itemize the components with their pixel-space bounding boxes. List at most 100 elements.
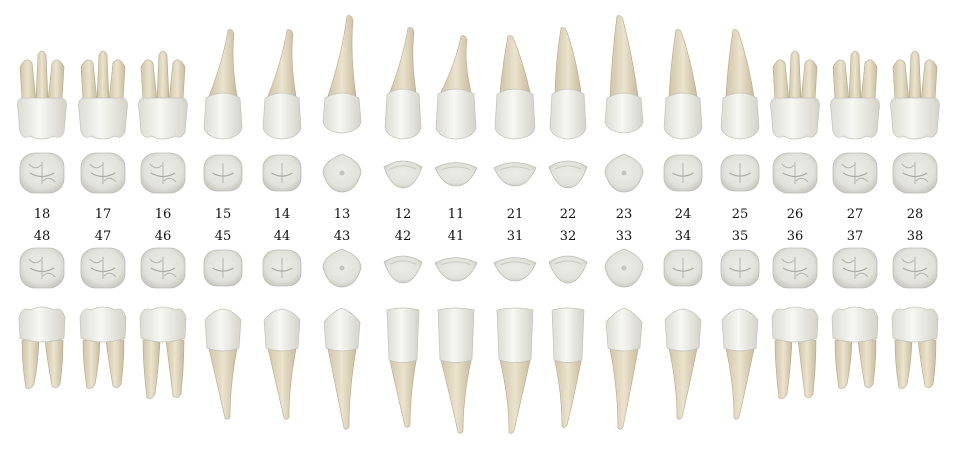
upper-occlusal-11 (434, 162, 478, 187)
lower-tooth-33 (605, 307, 643, 430)
upper-occlusal-26 (772, 152, 818, 194)
upper-tooth-28 (890, 50, 940, 140)
upper-occlusal-16 (140, 152, 186, 194)
lower-occlusal-31 (493, 257, 537, 282)
upper-tooth-16 (138, 50, 188, 140)
upper-occlusal-27 (832, 152, 878, 194)
upper-occlusal-12 (383, 160, 423, 189)
lower-teeth-row (18, 306, 939, 434)
upper-occlusal-15 (203, 154, 243, 192)
lower-tooth-number: 36 (787, 229, 804, 244)
lower-occlusal-43 (322, 248, 362, 288)
upper-number-row: 18 17 16 15 14 13 12 11 21 22 23 24 25 26 27 28 (34, 207, 924, 222)
lower-occlusal-46 (140, 247, 186, 289)
lower-occlusal-35 (720, 249, 760, 287)
lower-tooth-number: 45 (215, 229, 232, 244)
lower-occlusal-32 (548, 255, 588, 284)
lower-tooth-number: 35 (732, 229, 749, 244)
lower-tooth-35 (721, 308, 759, 420)
lower-tooth-45 (204, 308, 242, 420)
lower-tooth-number: 41 (448, 229, 465, 244)
upper-occlusal-row (19, 152, 938, 194)
lower-occlusal-45 (203, 249, 243, 287)
lower-tooth-number: 43 (334, 229, 351, 244)
upper-tooth-number: 21 (507, 207, 524, 222)
upper-tooth-21 (494, 35, 536, 140)
lower-tooth-48 (18, 306, 66, 389)
lower-tooth-number: 31 (507, 229, 524, 244)
upper-tooth-13 (322, 15, 362, 134)
upper-tooth-27 (830, 50, 880, 140)
lower-occlusal-41 (434, 257, 478, 282)
upper-tooth-number: 28 (907, 207, 924, 222)
lower-tooth-number: 42 (395, 229, 412, 244)
lower-tooth-31 (496, 307, 534, 434)
upper-tooth-12 (384, 27, 422, 140)
lower-tooth-number: 37 (847, 229, 864, 244)
lower-occlusal-44 (262, 249, 302, 287)
upper-occlusal-13 (322, 153, 362, 193)
lower-tooth-47 (79, 306, 127, 389)
upper-tooth-number: 22 (560, 207, 577, 222)
upper-tooth-15 (203, 29, 243, 140)
upper-occlusal-28 (892, 152, 938, 194)
upper-tooth-number: 23 (616, 207, 633, 222)
lower-tooth-37 (831, 306, 879, 389)
upper-occlusal-21 (493, 162, 537, 187)
upper-tooth-number: 26 (787, 207, 804, 222)
upper-occlusal-24 (663, 154, 703, 192)
upper-tooth-number: 15 (215, 207, 232, 222)
upper-tooth-number: 17 (95, 207, 112, 222)
lower-occlusal-48 (19, 247, 65, 289)
lower-tooth-number: 44 (274, 229, 291, 244)
upper-occlusal-17 (80, 152, 126, 194)
upper-occlusal-23 (604, 153, 644, 193)
upper-tooth-22 (549, 27, 587, 140)
lower-tooth-38 (891, 306, 939, 389)
lower-tooth-42 (386, 307, 420, 428)
upper-occlusal-25 (720, 154, 760, 192)
upper-tooth-number: 24 (675, 207, 692, 222)
lower-tooth-number: 34 (675, 229, 692, 244)
upper-tooth-17 (78, 50, 128, 140)
lower-occlusal-36 (772, 247, 818, 289)
lower-occlusal-37 (832, 247, 878, 289)
upper-tooth-number: 14 (274, 207, 291, 222)
upper-tooth-24 (663, 29, 703, 140)
upper-tooth-number: 12 (395, 207, 412, 222)
upper-tooth-23 (604, 15, 644, 134)
upper-tooth-number: 11 (448, 207, 465, 222)
upper-tooth-25 (720, 29, 760, 140)
lower-tooth-32 (551, 307, 585, 428)
lower-occlusal-34 (663, 249, 703, 287)
upper-tooth-number: 13 (334, 207, 351, 222)
lower-tooth-34 (664, 308, 702, 420)
upper-occlusal-14 (262, 154, 302, 192)
lower-tooth-number: 33 (616, 229, 633, 244)
upper-tooth-14 (262, 29, 302, 140)
upper-tooth-number: 25 (732, 207, 749, 222)
lower-tooth-number: 47 (95, 229, 112, 244)
lower-occlusal-row (19, 247, 938, 289)
lower-tooth-number: 32 (560, 229, 577, 244)
lower-tooth-44 (263, 308, 301, 420)
upper-tooth-number: 18 (34, 207, 51, 222)
upper-tooth-number: 16 (155, 207, 172, 222)
lower-occlusal-38 (892, 247, 938, 289)
lower-occlusal-47 (80, 247, 126, 289)
upper-occlusal-22 (548, 160, 588, 189)
upper-tooth-number: 27 (847, 207, 864, 222)
lower-tooth-36 (771, 306, 819, 399)
lower-tooth-number: 48 (34, 229, 51, 244)
upper-tooth-18 (17, 50, 67, 140)
upper-teeth-row (17, 15, 940, 140)
lower-number-row: 48 47 46 45 44 43 42 41 31 32 33 34 35 36 37 38 (34, 229, 924, 244)
lower-tooth-number: 46 (155, 229, 172, 244)
lower-tooth-number: 38 (907, 229, 924, 244)
lower-occlusal-33 (604, 248, 644, 288)
upper-tooth-11 (435, 35, 477, 140)
lower-tooth-43 (323, 307, 361, 430)
lower-tooth-41 (437, 307, 475, 434)
lower-tooth-46 (139, 306, 187, 399)
